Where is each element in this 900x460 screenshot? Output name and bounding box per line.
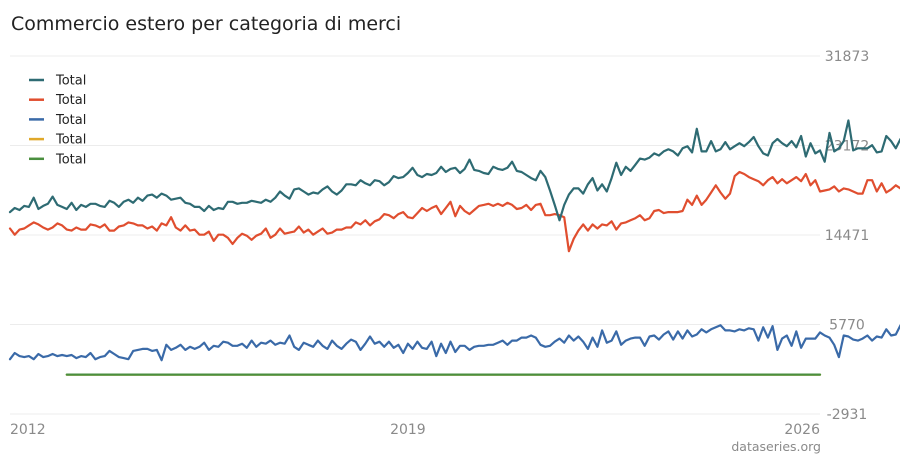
legend-label: Total <box>55 133 86 148</box>
series-line-3 <box>8 324 900 362</box>
chart-title: Commercio estero per categoria di merci <box>11 13 402 35</box>
x-tick-label: 2012 <box>10 422 46 438</box>
series-line-1 <box>8 119 900 222</box>
series-line-2 <box>8 170 900 253</box>
series-lines <box>8 119 900 376</box>
legend-label: Total <box>55 152 86 167</box>
y-tick-label: 5770 <box>829 318 865 334</box>
y-tick-label: 31873 <box>825 49 870 65</box>
x-tick-label: 2026 <box>784 422 820 438</box>
legend-label: Total <box>55 74 86 89</box>
x-axis-ticks: 2012 2019 2026 <box>10 422 820 438</box>
source-credit: dataseries.org <box>731 439 821 454</box>
x-tick-label: 2019 <box>390 422 426 438</box>
legend-label: Total <box>55 93 86 108</box>
gridlines <box>10 55 820 415</box>
y-tick-label: -2931 <box>827 407 868 423</box>
y-tick-label: 14471 <box>825 228 870 244</box>
legend: Total Total Total Total Total <box>29 74 86 167</box>
legend-label: Total <box>55 113 86 128</box>
